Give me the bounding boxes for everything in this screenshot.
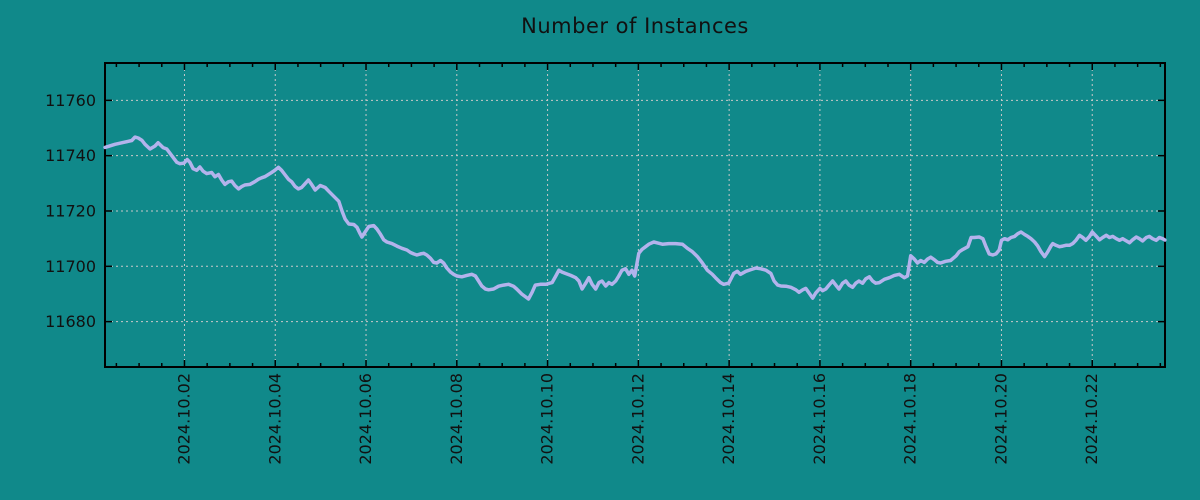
series-line-instances [103, 135, 1167, 301]
y-tick-label: 11720 [45, 201, 96, 220]
gridlines [106, 64, 1164, 366]
y-tick-label: 11700 [45, 257, 96, 276]
x-tick-labels: 2024.10.02 2024.10.04 2024.10.06 2024.10.08… [174, 373, 1101, 465]
x-tick-label: 2024.10.22 [1082, 373, 1101, 465]
y-tick-label: 11760 [45, 91, 96, 110]
chart-title: Number of Instances [521, 14, 749, 38]
x-tick-label: 2024.10.20 [991, 373, 1010, 465]
x-tick-label: 2024.10.18 [901, 373, 920, 465]
x-tick-label: 2024.10.10 [538, 373, 557, 465]
y-tick-label: 11680 [45, 312, 96, 331]
y-tick-label: 11740 [45, 146, 96, 165]
x-tick-label: 2024.10.06 [356, 373, 375, 465]
x-tick-label: 2024.10.12 [628, 373, 647, 465]
x-tick-label: 2024.10.08 [447, 373, 466, 465]
x-tick-label: 2024.10.02 [174, 373, 193, 465]
plot-border [104, 62, 1166, 368]
x-tick-label: 2024.10.16 [810, 373, 829, 465]
x-tick-label: 2024.10.04 [265, 373, 284, 465]
x-tick-label: 2024.10.14 [719, 373, 738, 465]
y-tick-labels: 11680 11700 11720 11740 11760 [45, 91, 96, 331]
